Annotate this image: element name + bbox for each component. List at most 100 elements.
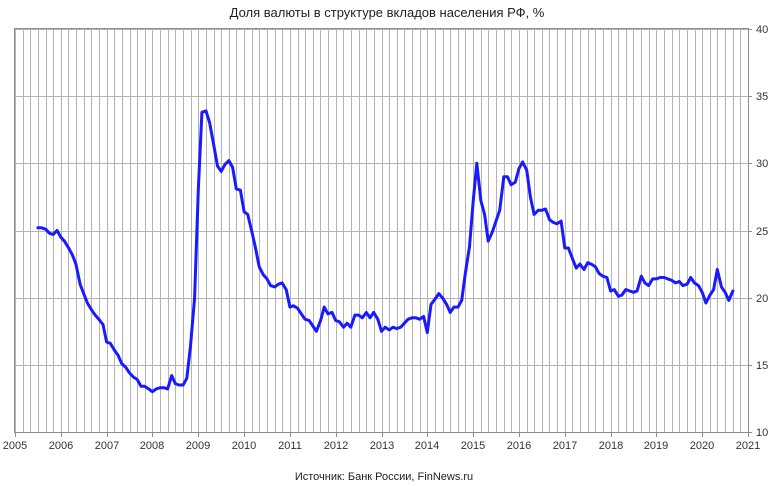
data-point (678, 280, 681, 283)
data-point (437, 292, 440, 295)
data-point (597, 272, 601, 275)
data-point (269, 284, 272, 287)
data-point (132, 375, 135, 379)
data-point (384, 326, 387, 329)
data-point (200, 111, 204, 114)
data-point (422, 315, 425, 318)
series-line (36, 109, 735, 394)
chart-title: Доля валюты в структуре вкладов населени… (230, 5, 545, 20)
data-point (655, 277, 658, 281)
x-tick-label: 2005 (3, 440, 27, 452)
y-tick-label: 15 (756, 360, 768, 372)
data-point (143, 385, 146, 388)
data-point (666, 277, 669, 281)
data-point (624, 288, 627, 291)
data-point (483, 213, 486, 216)
data-point (406, 318, 410, 321)
data-point (334, 319, 337, 322)
data-point (353, 313, 357, 317)
data-point (177, 383, 181, 387)
data-point (445, 303, 448, 306)
data-point (303, 318, 307, 321)
x-tick-label: 2021 (736, 440, 760, 452)
data-point (403, 322, 406, 325)
data-point (532, 213, 536, 216)
data-point (380, 330, 383, 333)
data-point (452, 305, 456, 309)
plot-frame (14, 28, 749, 433)
data-point (113, 348, 116, 352)
data-point (128, 371, 131, 375)
data-point (388, 328, 391, 332)
data-point (365, 311, 368, 314)
data-point (571, 257, 574, 260)
data-point (632, 291, 635, 294)
y-tick-label: 20 (756, 293, 768, 305)
x-tick-label: 2012 (324, 440, 348, 452)
data-point (349, 326, 352, 329)
data-point (414, 316, 418, 319)
data-point (487, 240, 490, 243)
data-point (330, 311, 334, 314)
data-point (708, 293, 712, 297)
data-point (227, 159, 231, 162)
x-tick-label: 2006 (49, 440, 73, 452)
data-point (311, 324, 314, 328)
data-point (78, 283, 82, 286)
data-point (292, 304, 295, 307)
x-tick-label: 2014 (415, 440, 439, 452)
data-point (105, 340, 108, 344)
data-point (151, 390, 154, 393)
data-point (617, 295, 620, 298)
data-point (460, 299, 463, 302)
data-point (429, 303, 433, 306)
source-note: Источник: Банк России, FinNews.ru (295, 471, 473, 483)
data-point (189, 344, 192, 348)
data-point (456, 305, 460, 309)
data-point (605, 276, 609, 279)
data-point (51, 233, 55, 236)
data-point (116, 354, 120, 357)
data-point (521, 160, 524, 164)
data-point (262, 273, 265, 276)
data-point (468, 245, 471, 248)
data-point (502, 175, 505, 178)
data-point (174, 382, 177, 385)
data-point (235, 187, 238, 191)
x-tick-label: 2018 (599, 440, 623, 452)
data-point (609, 289, 612, 293)
data-point (315, 330, 318, 333)
data-point (418, 318, 421, 321)
data-point (44, 228, 47, 231)
data-point (674, 281, 677, 285)
data-point (498, 209, 501, 212)
y-tick-label: 35 (756, 91, 768, 103)
data-point (55, 229, 59, 232)
data-point (101, 323, 105, 326)
data-point (376, 318, 379, 321)
data-point (723, 291, 727, 294)
data-point (559, 219, 563, 223)
data-point (162, 386, 166, 389)
data-point (399, 326, 402, 329)
x-tick-label: 2013 (370, 440, 394, 452)
data-point (517, 167, 521, 170)
x-tick-label: 2011 (278, 440, 302, 452)
data-point (701, 291, 704, 294)
data-point (277, 283, 280, 286)
data-point (185, 377, 188, 380)
data-point (285, 288, 288, 291)
x-tick-label: 2020 (690, 440, 714, 452)
data-point (242, 210, 246, 213)
data-point (372, 311, 375, 314)
data-point (620, 293, 624, 297)
data-point (342, 326, 345, 329)
data-point (216, 164, 219, 168)
data-point (548, 218, 551, 221)
x-axis-tick-labels: 2005 2006 2007 2008 2009 2010 2011 2012 2013 2014… (3, 440, 760, 452)
data-point (586, 261, 589, 264)
data-point (411, 316, 414, 319)
data-point (590, 262, 593, 266)
